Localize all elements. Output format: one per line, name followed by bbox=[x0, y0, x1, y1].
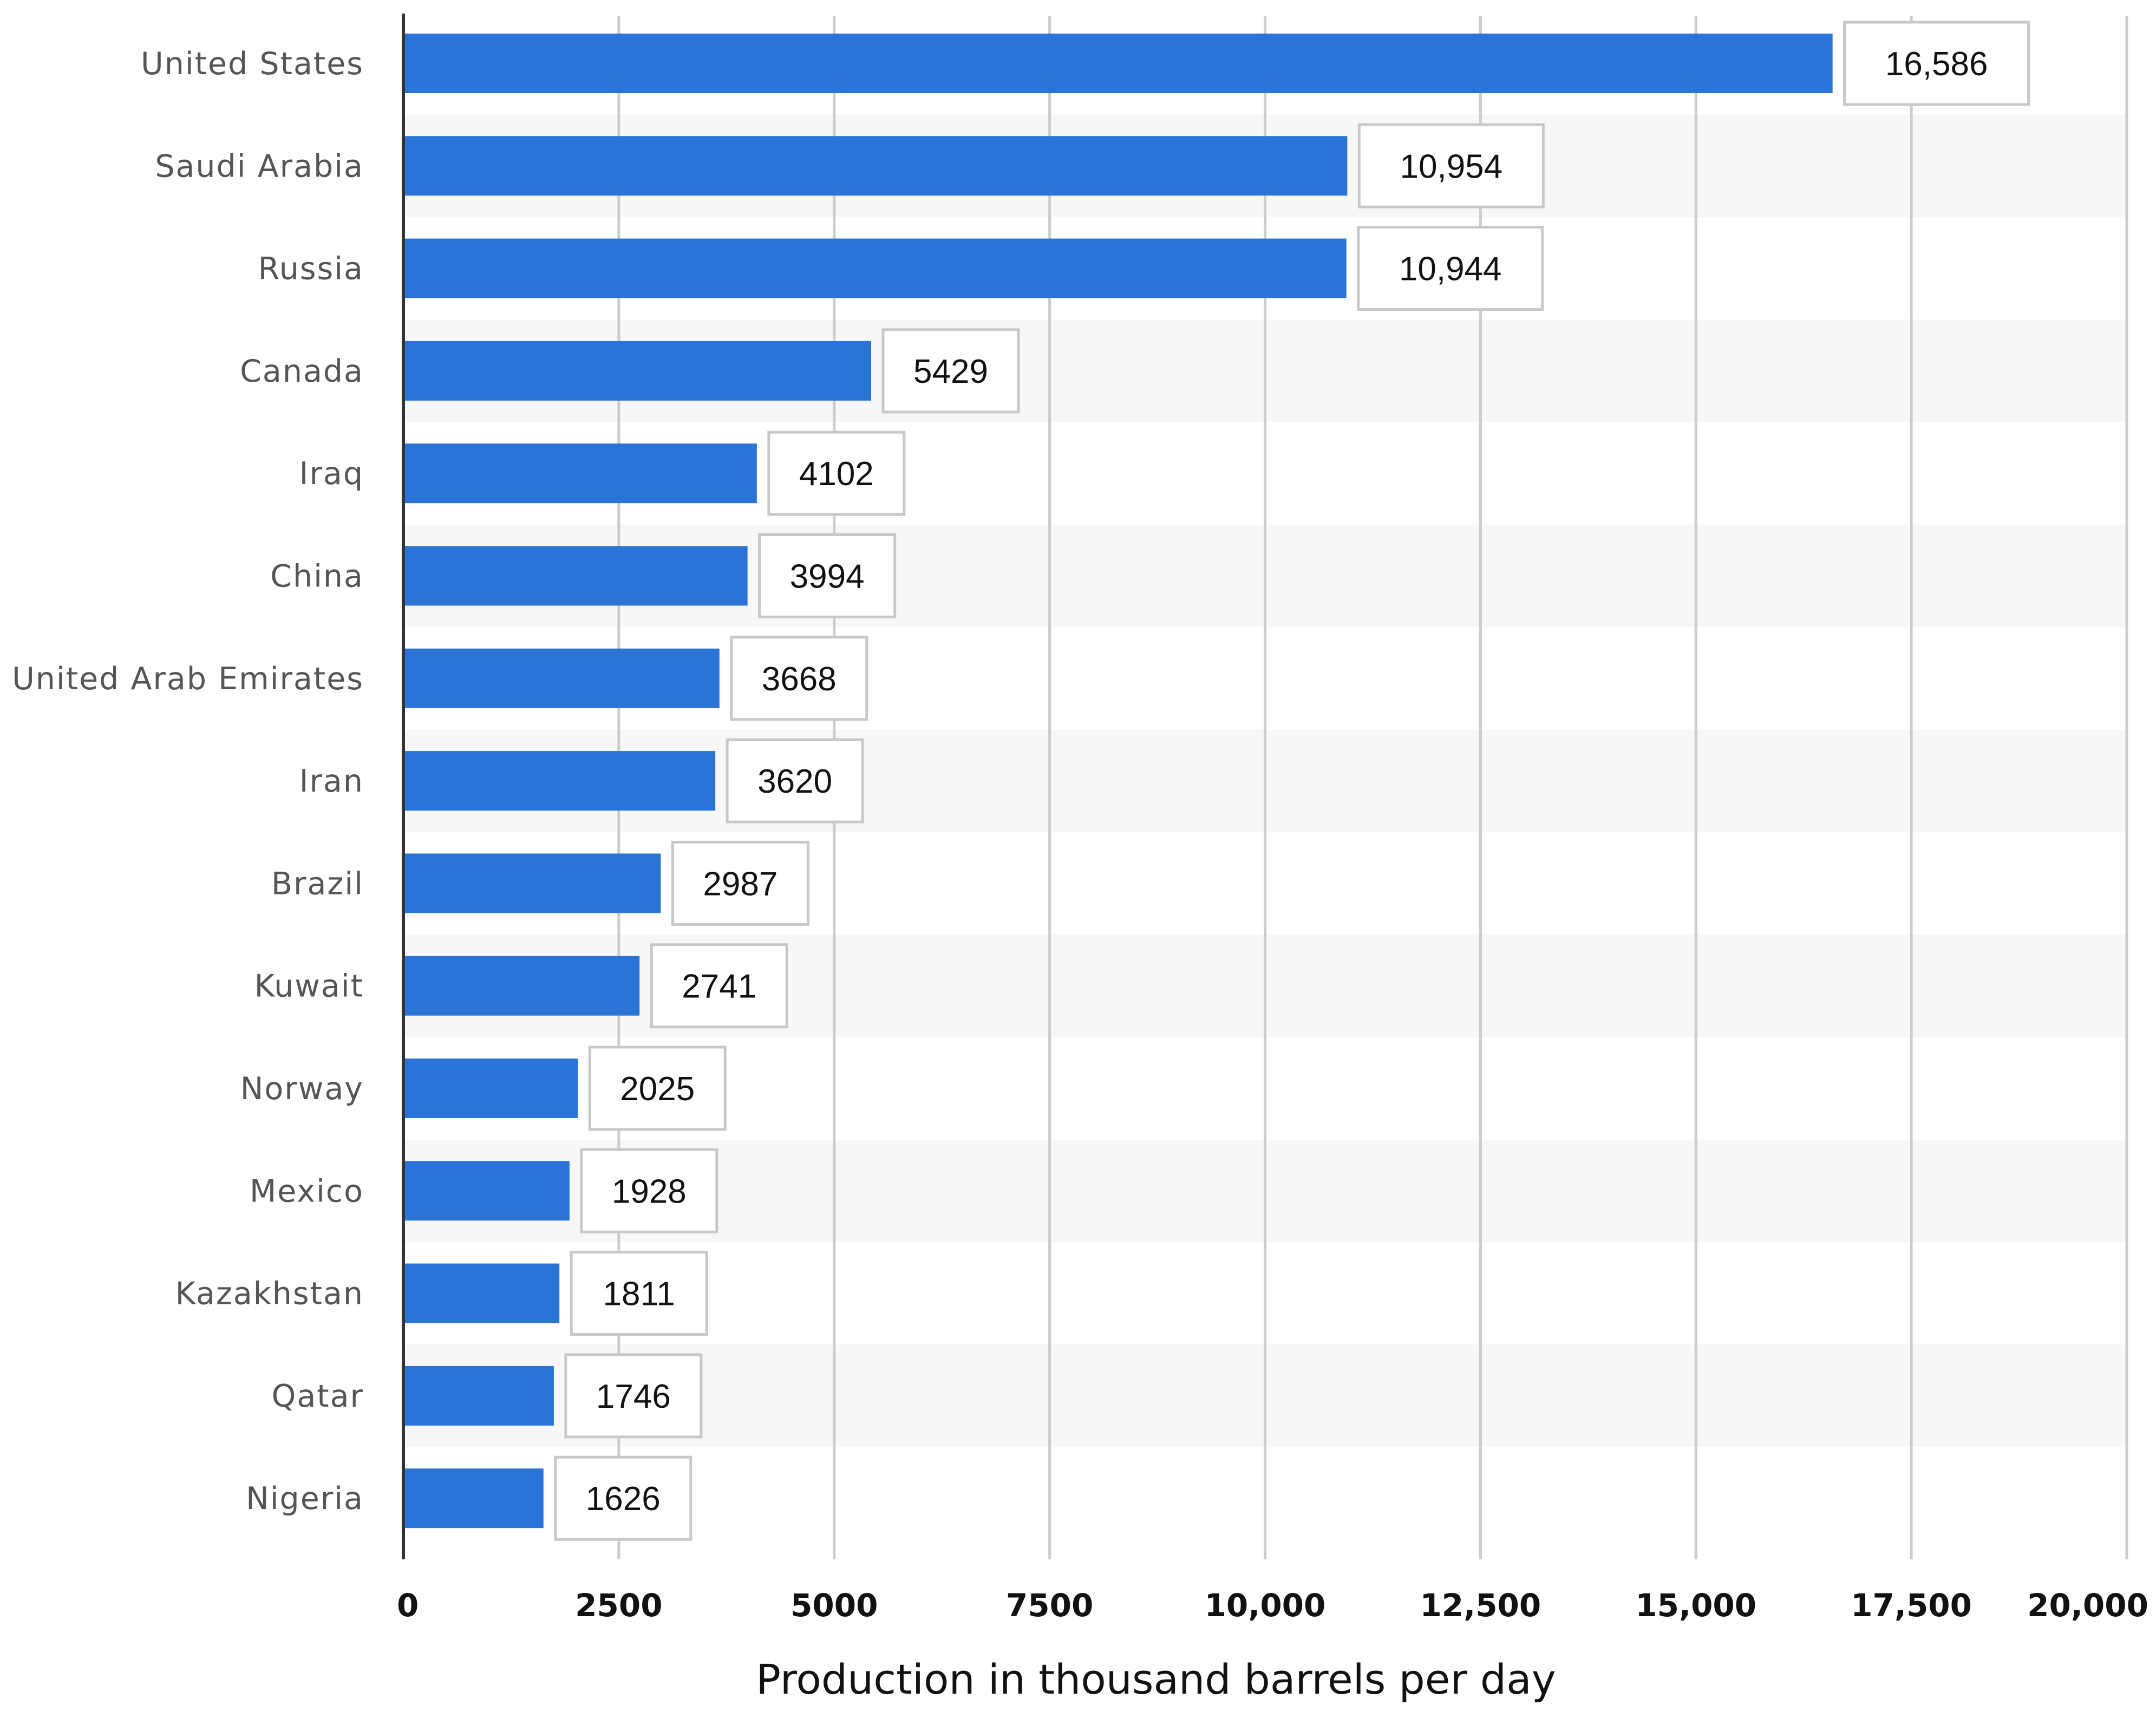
x-tick-label: 17,500 bbox=[1851, 1587, 1972, 1624]
value-label: 1811 bbox=[603, 1276, 675, 1313]
bar-kazakhstan bbox=[403, 1263, 560, 1323]
category-labels: United States Saudi Arabia Russia Canada Ira… bbox=[12, 46, 364, 1517]
value-label: 2741 bbox=[682, 968, 756, 1005]
category-label: Kazakhstan bbox=[175, 1276, 364, 1312]
category-label: United Arab Emirates bbox=[12, 661, 364, 697]
value-label-box bbox=[671, 840, 809, 926]
value-label: 2987 bbox=[703, 865, 778, 903]
bar-brazil bbox=[403, 853, 661, 913]
x-tick-label: 0 bbox=[397, 1587, 419, 1624]
category-label: China bbox=[270, 559, 364, 595]
bar-canada bbox=[403, 341, 872, 401]
bar-russia bbox=[403, 238, 1347, 298]
bar-iran bbox=[403, 751, 716, 811]
bar-iraq bbox=[403, 443, 757, 504]
category-label: Nigeria bbox=[246, 1481, 364, 1517]
bar-kuwait bbox=[403, 956, 640, 1016]
value-label-box bbox=[650, 943, 788, 1029]
value-label-box bbox=[570, 1251, 708, 1336]
value-label: 1746 bbox=[596, 1378, 671, 1415]
category-label: Kuwait bbox=[254, 969, 364, 1004]
value-label: 10,944 bbox=[1399, 251, 1502, 288]
bars bbox=[403, 34, 1833, 1528]
value-label-box bbox=[564, 1353, 703, 1439]
x-tick-label: 5000 bbox=[790, 1587, 878, 1624]
value-label-box bbox=[881, 328, 1020, 414]
value-label-box bbox=[1357, 123, 1545, 208]
value-label: 1928 bbox=[612, 1173, 687, 1210]
x-tick-labels: 0 2500 5000 7500 10,000 12,500 15,000 17,500 20,… bbox=[397, 1587, 2148, 1624]
x-tick-label: 15,000 bbox=[1635, 1587, 1756, 1624]
bar-norway bbox=[403, 1059, 578, 1118]
value-label: 3668 bbox=[762, 661, 837, 698]
value-label-box bbox=[1843, 21, 2030, 106]
bar-saudi-arabia bbox=[403, 136, 1348, 196]
value-label-box bbox=[767, 430, 906, 516]
value-label-box bbox=[580, 1148, 718, 1233]
x-tick-label: 7500 bbox=[1006, 1587, 1093, 1624]
x-tick-label: 2500 bbox=[575, 1587, 662, 1624]
x-tick-label: 12,500 bbox=[1420, 1587, 1541, 1624]
value-labels: 16,586 10,954 10,944 5429 4102 3994 3668 3620 29… bbox=[554, 21, 2030, 1541]
category-label: Iran bbox=[299, 763, 364, 799]
category-label: Qatar bbox=[271, 1379, 364, 1414]
category-label: Iraq bbox=[299, 456, 364, 492]
bar-qatar bbox=[403, 1366, 554, 1426]
value-label-box bbox=[554, 1455, 692, 1541]
value-label: 10,954 bbox=[1400, 148, 1503, 185]
category-label: United States bbox=[141, 46, 364, 82]
value-label: 2025 bbox=[620, 1070, 695, 1108]
value-label: 4102 bbox=[799, 455, 874, 493]
value-label: 1626 bbox=[586, 1480, 661, 1518]
value-label: 16,586 bbox=[1885, 45, 1988, 83]
category-label: Russia bbox=[258, 251, 364, 287]
category-label: Canada bbox=[240, 354, 364, 389]
value-label: 3994 bbox=[790, 558, 865, 596]
value-label-box bbox=[1357, 226, 1544, 311]
bar-china bbox=[403, 546, 748, 606]
bar-united-states bbox=[403, 34, 1833, 93]
x-axis-title: Production in thousand barrels per day bbox=[756, 1655, 1556, 1703]
value-label-box bbox=[588, 1046, 727, 1131]
value-label-box bbox=[726, 738, 864, 824]
category-label: Brazil bbox=[271, 866, 364, 902]
value-label-box bbox=[758, 533, 897, 618]
bar-nigeria bbox=[403, 1468, 544, 1528]
category-label: Norway bbox=[240, 1071, 364, 1107]
value-label: 3620 bbox=[757, 763, 832, 800]
bar-united-arab-emirates bbox=[403, 648, 720, 708]
value-label-box bbox=[730, 636, 868, 721]
x-tick-label: 10,000 bbox=[1205, 1587, 1326, 1624]
category-label: Saudi Arabia bbox=[155, 148, 364, 184]
category-label: Mexico bbox=[250, 1173, 364, 1209]
x-tick-label: 20,000 bbox=[2027, 1587, 2148, 1624]
bar-mexico bbox=[403, 1161, 570, 1221]
value-label: 5429 bbox=[913, 353, 988, 390]
